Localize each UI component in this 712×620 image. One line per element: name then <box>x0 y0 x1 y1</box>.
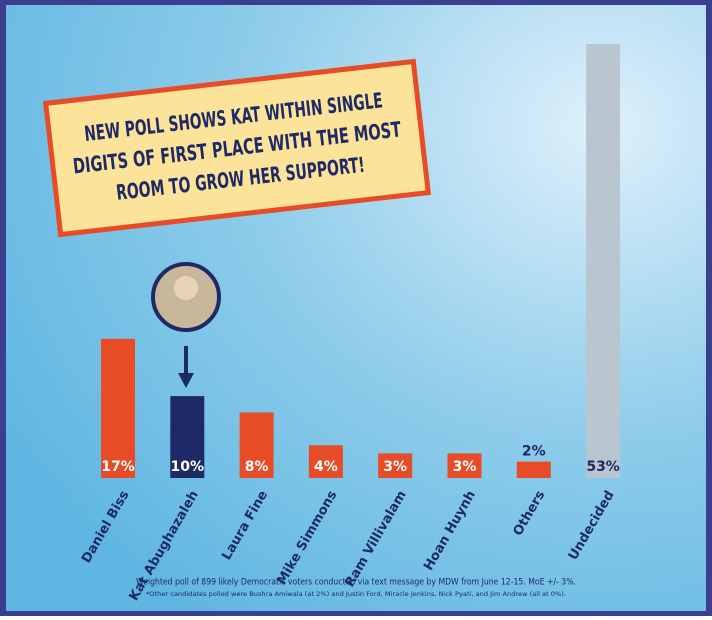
bar <box>101 338 135 478</box>
arrow-head <box>178 373 194 388</box>
bar <box>516 461 551 478</box>
footnote: Weighted poll of 899 likely Democratic v… <box>136 578 576 588</box>
bar <box>308 445 343 478</box>
value-label: 8% <box>245 459 269 475</box>
bar <box>378 453 413 478</box>
bar <box>586 43 621 479</box>
value-label: 4% <box>314 459 338 475</box>
value-label: 2% <box>522 444 546 460</box>
banner <box>42 58 432 238</box>
footnote: *Other candidates polled were Bushra Ami… <box>146 590 566 598</box>
value-label: 17% <box>101 459 135 475</box>
value-label: 3% <box>453 459 477 475</box>
bar <box>447 453 482 478</box>
bar <box>170 396 205 478</box>
bar <box>239 412 274 478</box>
value-label: 3% <box>383 459 407 475</box>
value-label: 10% <box>171 459 205 475</box>
banner-box <box>42 58 432 238</box>
photo-face <box>174 276 198 300</box>
value-label: 53% <box>586 459 620 475</box>
